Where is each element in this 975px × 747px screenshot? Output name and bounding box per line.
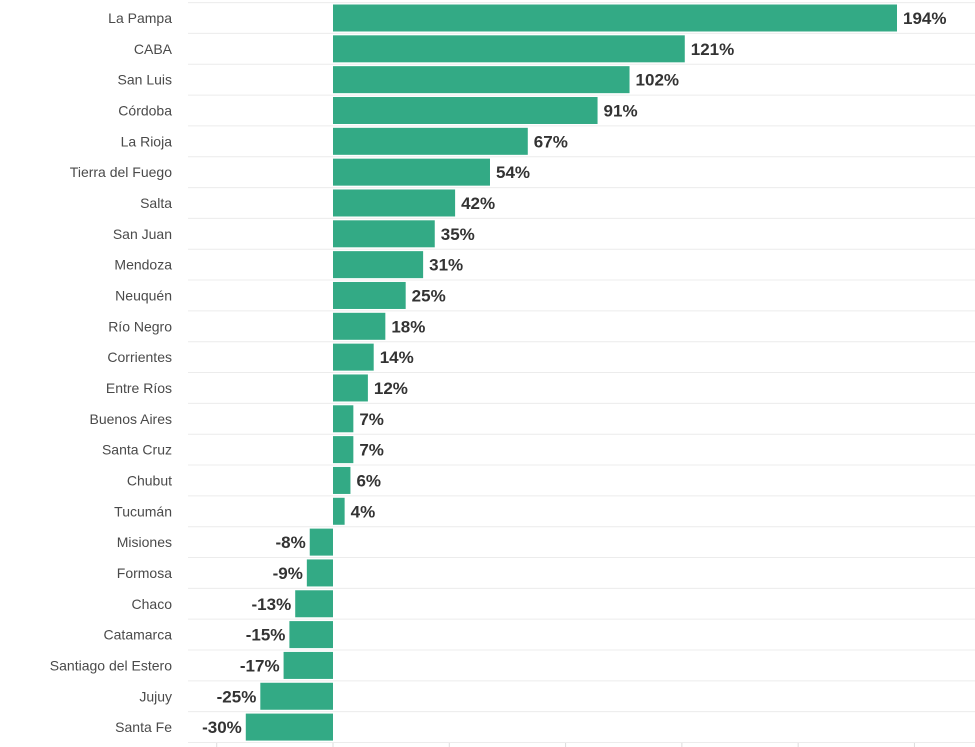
category-label: Misiones bbox=[117, 534, 172, 550]
data-label: 35% bbox=[441, 225, 475, 244]
category-label: Buenos Aires bbox=[90, 411, 173, 427]
bar bbox=[333, 312, 386, 340]
bar bbox=[333, 158, 490, 186]
bar bbox=[306, 559, 333, 587]
data-label: -8% bbox=[276, 533, 306, 552]
bar bbox=[333, 343, 374, 371]
bar bbox=[333, 220, 435, 248]
data-label: 12% bbox=[374, 379, 408, 398]
category-label: Catamarca bbox=[104, 627, 173, 643]
bar bbox=[333, 466, 351, 494]
category-label: Tucumán bbox=[114, 503, 172, 519]
data-label: 54% bbox=[496, 163, 530, 182]
category-label: Córdoba bbox=[118, 102, 172, 118]
bar bbox=[260, 682, 333, 710]
bar bbox=[333, 436, 354, 464]
bar bbox=[333, 281, 406, 309]
data-label: -9% bbox=[273, 564, 303, 583]
category-label: Chaco bbox=[132, 596, 173, 612]
category-label: La Rioja bbox=[121, 133, 173, 149]
category-label: San Juan bbox=[113, 226, 172, 242]
category-label: Neuquén bbox=[115, 287, 172, 303]
bars bbox=[245, 4, 897, 741]
data-label: 31% bbox=[429, 256, 463, 275]
bar bbox=[333, 127, 528, 155]
category-label: CABA bbox=[134, 41, 173, 57]
data-label: 4% bbox=[351, 502, 376, 521]
category-label: Río Negro bbox=[108, 318, 172, 334]
data-label: 7% bbox=[359, 441, 384, 460]
bar bbox=[283, 651, 333, 679]
gridlines bbox=[188, 2, 975, 747]
bar bbox=[333, 251, 424, 279]
bar bbox=[333, 4, 897, 32]
bar bbox=[289, 621, 333, 649]
data-label: 25% bbox=[412, 286, 446, 305]
data-label: -17% bbox=[240, 656, 280, 675]
category-label: Chubut bbox=[127, 472, 172, 488]
category-label: Formosa bbox=[117, 565, 172, 581]
data-label: 18% bbox=[391, 317, 425, 336]
data-label: 14% bbox=[380, 348, 414, 367]
data-label: 6% bbox=[356, 471, 381, 490]
category-label: Salta bbox=[140, 195, 172, 211]
bar bbox=[333, 189, 456, 217]
category-label: Jujuy bbox=[139, 688, 172, 704]
bar bbox=[245, 713, 333, 741]
bar bbox=[333, 35, 685, 63]
bar bbox=[333, 66, 630, 94]
labels: La Pampa 194% CABA 121% San Luis 102% Córdoba 9… bbox=[50, 9, 947, 737]
data-label: 194% bbox=[903, 9, 946, 28]
bar bbox=[333, 497, 345, 525]
category-label: San Luis bbox=[118, 72, 172, 88]
category-label: Corrientes bbox=[107, 349, 172, 365]
category-label: Entre Ríos bbox=[106, 380, 172, 396]
data-label: -25% bbox=[217, 687, 257, 706]
bar bbox=[333, 96, 598, 124]
category-label: Santa Fe bbox=[115, 719, 172, 735]
data-label: -15% bbox=[246, 626, 286, 645]
data-label: 91% bbox=[604, 101, 638, 120]
bar bbox=[309, 528, 333, 556]
category-label: Mendoza bbox=[114, 257, 172, 273]
category-label: Santiago del Estero bbox=[50, 657, 172, 673]
data-label: 67% bbox=[534, 132, 568, 151]
category-label: Santa Cruz bbox=[102, 442, 172, 458]
data-label: -13% bbox=[252, 595, 292, 614]
data-label: 42% bbox=[461, 194, 495, 213]
category-label: Tierra del Fuego bbox=[70, 164, 172, 180]
bar bbox=[295, 590, 333, 618]
data-label: 102% bbox=[636, 71, 679, 90]
category-label: La Pampa bbox=[108, 10, 172, 26]
bar bbox=[333, 405, 354, 433]
data-label: -30% bbox=[202, 718, 242, 737]
data-label: 121% bbox=[691, 40, 734, 59]
bar bbox=[333, 374, 368, 402]
data-label: 7% bbox=[359, 410, 384, 429]
